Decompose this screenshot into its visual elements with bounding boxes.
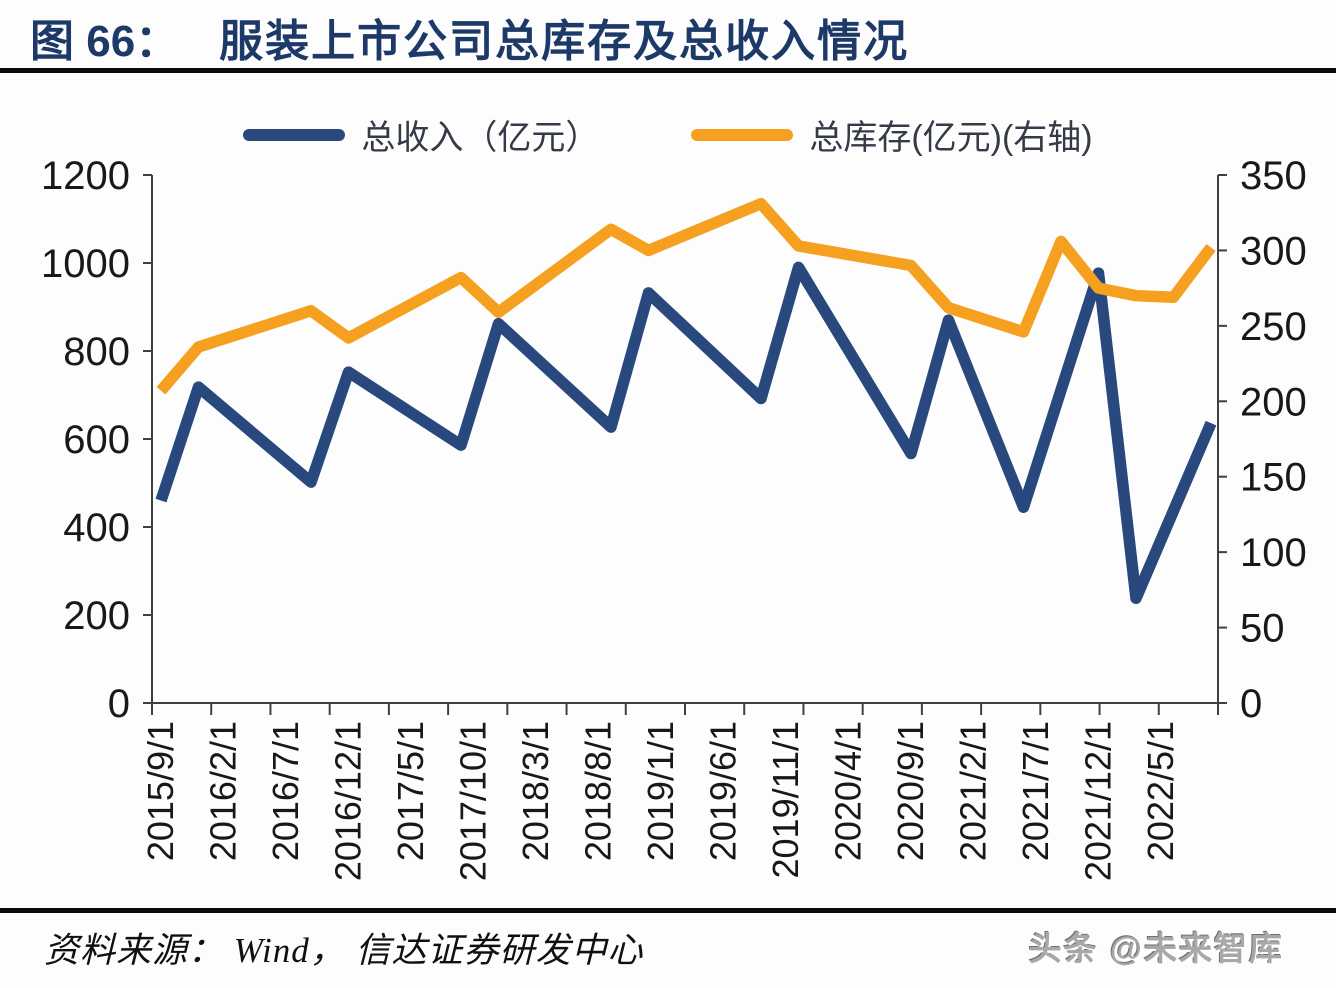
x-tick-label: 2019/6/1 [703,721,744,861]
inventory-line-swatch [691,128,794,141]
y-left-tick-label: 1200 [41,154,130,198]
y-left-tick-label: 0 [108,682,130,726]
y-left-tick-label: 400 [63,506,130,550]
y-left-tick-label: 200 [63,594,130,638]
x-tick-label: 2020/4/1 [828,721,869,861]
x-tick-label: 2019/1/1 [640,721,681,861]
y-left-tick-label: 1000 [41,242,130,286]
figure-number-label: 图 66： [30,17,180,66]
data-source-text: 资料来源： Wind， 信达证券研发中心 [44,931,644,970]
y-left-tick-label: 800 [63,330,130,374]
x-tick-label: 2022/5/1 [1140,721,1181,861]
x-tick-label: 2017/10/1 [453,721,494,881]
y-left-tick-label: 600 [63,418,130,462]
figure-header: 图 66： 服装上市公司总库存及总收入情况 [30,6,1336,68]
line-chart: 1200 1000 800 600 400 200 0 350 300 250 200 150 100 5… [41,154,1307,881]
legend-label-inventory: 总库存(亿元)(右轴) [809,119,1093,157]
y-right-tick-label: 350 [1240,154,1307,198]
footer-divider [0,908,1336,913]
x-tick-label: 2016/12/1 [328,721,369,881]
legend-item-inventory: 总库存(亿元)(右轴) [691,110,1093,159]
inventory-series-line [156,197,1216,395]
legend-item-revenue: 总收入（亿元） [243,110,599,159]
chart-legend: 总收入（亿元） 总库存(亿元)(右轴) [0,110,1336,159]
revenue-series-line [155,261,1217,605]
x-tick-label: 2018/8/1 [578,721,619,861]
x-tick-label: 2021/2/1 [953,721,994,861]
x-tick-label: 2016/2/1 [203,721,244,861]
y-right-tick-label: 0 [1240,682,1262,726]
legend-label-revenue: 总收入（亿元） [361,119,600,157]
x-tick-label: 2021/12/1 [1078,721,1119,881]
footer: 资料来源： Wind， 信达证券研发中心 头条 @未来智库 [0,916,1336,973]
revenue-line-swatch [243,128,346,141]
x-tick-label: 2018/3/1 [515,721,556,861]
watermark-text: 头条 @未来智库 [1028,930,1284,967]
y-right-tick-label: 250 [1240,305,1307,349]
x-tick-label: 2017/5/1 [390,721,431,861]
y-right-tick-label: 150 [1240,456,1307,500]
x-tick-label: 2021/7/1 [1015,721,1056,861]
y-right-tick-label: 50 [1240,607,1285,651]
x-tick-label: 2019/11/1 [765,721,806,878]
y-right-tick-label: 100 [1240,531,1307,575]
x-tick-label: 2016/7/1 [265,721,306,861]
y-right-tick-label: 300 [1240,229,1307,273]
header-divider [0,68,1336,73]
figure-title: 服装上市公司总库存及总收入情况 [219,17,910,66]
x-tick-label: 2015/9/1 [140,721,181,861]
x-tick-label: 2020/9/1 [890,721,931,861]
y-right-tick-label: 200 [1240,380,1307,424]
